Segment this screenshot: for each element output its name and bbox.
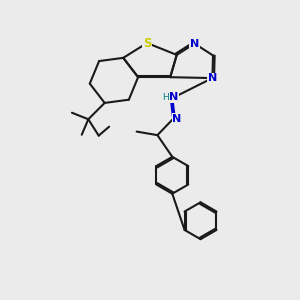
Text: N: N [208,73,217,83]
Text: N: N [190,39,199,49]
Text: N: N [172,114,182,124]
Text: H: H [162,93,169,102]
Text: S: S [143,37,151,50]
Text: N: N [169,92,178,102]
